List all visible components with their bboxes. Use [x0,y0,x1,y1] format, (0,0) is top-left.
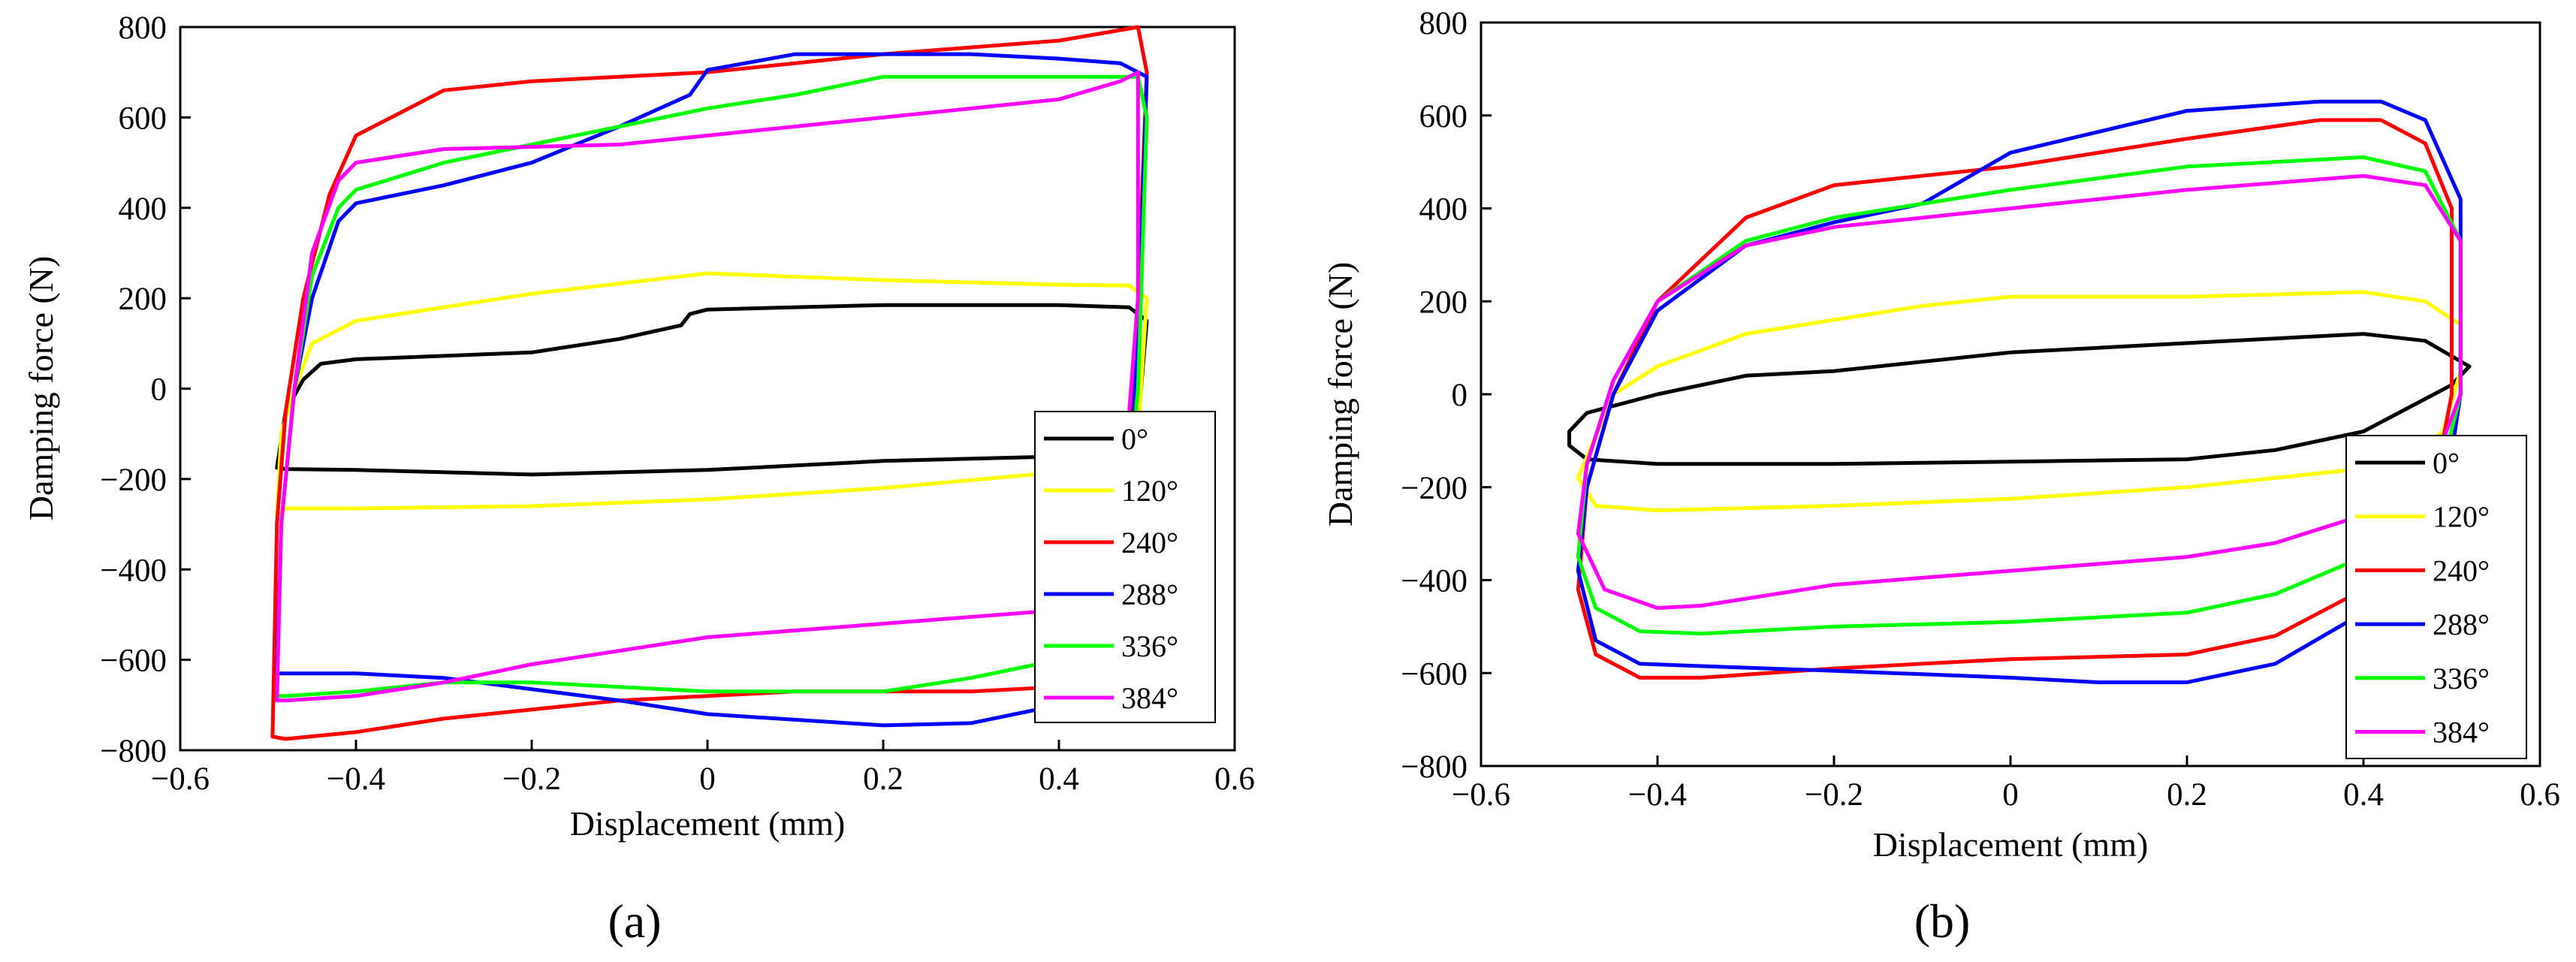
y-tick-label: 800 [119,11,167,46]
panel-label-a: (a) [608,894,661,948]
y-tick-label: −200 [1401,471,1467,506]
y-axis-b: −800 −600 −400 −200 0 200 400 600 800 [1401,6,1492,785]
legend-box-a [1034,411,1216,723]
y-tick-label: 0 [1452,378,1468,413]
legend-b: 0° 120° 240° 288° 336° 384° [2345,435,2527,759]
legend-label: 0° [2433,446,2460,480]
chart-panel-b: −0.6 −0.4 −0.2 0 0.2 0.4 0.6 −800 −600 −400 −200 0… [1321,6,2560,948]
series-line-0deg [275,303,1149,477]
y-axis-label-b: Damping force (N) [1321,262,1359,527]
y-tick-label: −800 [100,734,167,769]
x-tick-label: −0.2 [502,761,561,797]
x-tick-label: 0.4 [1039,761,1079,797]
y-tick-label: 800 [1419,6,1468,41]
legend-label: 336° [1121,629,1178,663]
y-tick-label: 600 [119,101,167,136]
y-axis-a: −800 −600 −400 −200 0 200 400 600 800 [100,11,191,769]
y-tick-label: −400 [1401,564,1467,599]
x-tick-label: 0.6 [1214,761,1255,797]
legend-label: 120° [1121,474,1178,508]
x-tick-label: 0 [699,761,716,797]
x-axis-label-a: Displacement (mm) [570,804,846,843]
x-axis-a: −0.6 −0.4 −0.2 0 0.2 0.4 0.6 [151,740,1255,797]
x-tick-label: 0.6 [2520,777,2560,813]
x-tick-label: −0.6 [1452,777,1510,813]
series-line-384deg [275,70,1140,703]
x-axis-label-b: Displacement (mm) [1873,825,2149,864]
legend-label: 288° [1121,578,1178,611]
x-axis-b: −0.6 −0.4 −0.2 0 0.2 0.4 0.6 [1452,755,2560,813]
series-line-288deg [275,52,1149,728]
x-tick-label: 0 [2002,777,2019,813]
legend-label: 288° [2433,608,2490,641]
y-tick-label: −600 [1401,656,1467,692]
series-line-384deg [1576,173,2463,611]
legend-label: 0° [1121,422,1148,456]
x-tick-label: 0.4 [2343,777,2384,813]
x-tick-label: −0.4 [1628,777,1687,813]
series-line-0deg [1567,332,2472,466]
y-tick-label: −600 [100,644,167,679]
legend-a: 0° 120° 240° 288° 336° 384° [1034,411,1216,723]
series-line-336deg [1576,155,2463,636]
chart-panel-a: −0.6 −0.4 −0.2 0 0.2 0.4 0.6 −800 −600 −400 −200 0… [22,11,1255,948]
y-tick-label: 200 [1419,285,1468,320]
x-tick-label: 0.2 [863,761,903,797]
y-tick-label: 400 [1419,192,1468,228]
x-tick-label: −0.2 [1805,777,1863,813]
series-layer-a [270,25,1149,741]
legend-label: 384° [1121,681,1178,715]
y-tick-label: 400 [119,191,167,227]
series-line-120deg [1576,290,2463,513]
legend-box-b [2345,435,2527,759]
y-tick-label: 0 [151,372,167,408]
x-tick-label: −0.6 [151,761,210,797]
legend-label: 336° [2433,662,2490,695]
y-axis-label-a: Damping force (N) [22,256,60,521]
legend-label: 240° [2433,553,2490,587]
y-tick-label: −400 [100,553,167,588]
panel-label-b: (b) [1914,894,1971,948]
legend-label: 120° [2433,500,2490,534]
x-tick-label: 0.2 [2167,777,2207,813]
y-tick-label: −200 [100,463,167,498]
legend-label: 240° [1121,526,1178,559]
series-line-336deg [275,74,1149,698]
y-tick-label: −800 [1401,749,1467,785]
legend-label: 384° [2433,716,2490,749]
series-line-240deg [1576,118,2454,680]
series-layer-b [1567,99,2472,685]
y-tick-label: 600 [1419,99,1468,134]
x-tick-label: −0.4 [327,761,385,797]
y-tick-label: 200 [119,282,167,317]
